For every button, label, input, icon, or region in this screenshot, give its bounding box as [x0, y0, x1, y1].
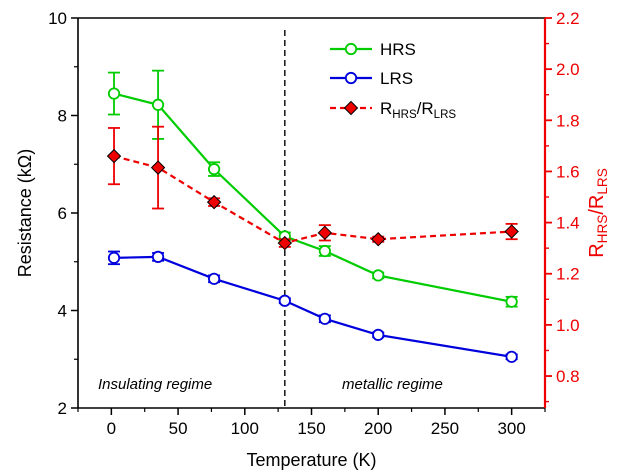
- x-tick-label: 50: [169, 419, 188, 438]
- plot-layer: 0 50 100 150 200 250 300 2 4 6 8 10 0.8 1.0 1.2 1.4 1.6 1…: [15, 9, 610, 470]
- label-text: /R: [417, 99, 434, 118]
- left-y-tick-label: 4: [58, 302, 67, 321]
- label-text: /R: [586, 195, 608, 215]
- x-axis-label: Temperature (K): [246, 450, 376, 470]
- right-y-tick-label: 2.2: [556, 9, 580, 28]
- data-point: [278, 294, 291, 307]
- legend-label: HRS: [380, 40, 416, 59]
- x-tick-label: 300: [497, 419, 525, 438]
- data-point: [318, 244, 331, 258]
- x-tick-label: 250: [431, 419, 459, 438]
- data-point: [207, 163, 221, 176]
- data-point: [207, 272, 221, 285]
- data-point: [150, 160, 166, 175]
- label-text: R: [380, 99, 392, 118]
- x-tick-label: 200: [364, 419, 392, 438]
- right-y-tick-label: 2.0: [556, 60, 580, 79]
- right-y-axis-label: RHRS/RLRS: [586, 168, 610, 258]
- label-text: R: [586, 243, 608, 257]
- x-tick-label: 100: [231, 419, 259, 438]
- left-y-tick-label: 2: [58, 399, 67, 418]
- data-point: [107, 87, 121, 100]
- left-y-tick-label: 8: [58, 107, 67, 126]
- left-y-tick-label: 6: [58, 204, 67, 223]
- legend-label: RHRS/RLRS: [380, 99, 456, 121]
- subscript-text: LRS: [595, 168, 610, 194]
- series-line: [113, 155, 512, 245]
- subscript-text: LRS: [434, 109, 457, 121]
- series-2: [106, 125, 519, 251]
- right-y-tick-label: 1.4: [556, 214, 580, 233]
- data-point: [107, 251, 121, 264]
- left-y-tick-label: 10: [48, 9, 67, 28]
- annotation-insulating: Insulating regime: [98, 376, 212, 393]
- data-point: [151, 98, 165, 111]
- data-point: [505, 350, 518, 363]
- data-point: [317, 225, 333, 241]
- annotation-metallic: metallic regime: [342, 376, 443, 393]
- legend-marker: [343, 100, 359, 116]
- data-point: [372, 269, 385, 282]
- series-1: [107, 250, 518, 363]
- legend-marker: [344, 71, 358, 85]
- series-line: [114, 255, 512, 358]
- subscript-text: HRS: [595, 215, 610, 244]
- series-line: [113, 92, 512, 303]
- data-point: [151, 250, 165, 263]
- data-point: [371, 232, 386, 247]
- x-tick-label: 150: [297, 419, 325, 438]
- data-point: [318, 312, 331, 325]
- legend-label: LRS: [380, 69, 413, 88]
- data-point: [505, 295, 518, 308]
- data-point: [504, 224, 519, 239]
- right-y-tick-label: 1.6: [556, 162, 580, 181]
- data-point: [106, 148, 122, 164]
- data-point: [206, 194, 222, 210]
- series-0: [107, 69, 518, 308]
- data-point: [277, 235, 293, 251]
- right-y-tick-label: 1.0: [556, 316, 580, 335]
- x-tick-label: 0: [107, 419, 116, 438]
- subscript-text: HRS: [392, 109, 417, 121]
- data-point: [372, 328, 385, 341]
- right-y-tick-label: 0.8: [556, 367, 580, 386]
- legend-marker: [344, 42, 358, 56]
- right-y-tick-label: 1.2: [556, 265, 580, 284]
- left-y-axis-label: Resistance (kΩ): [15, 149, 35, 278]
- right-y-tick-label: 1.8: [556, 111, 580, 130]
